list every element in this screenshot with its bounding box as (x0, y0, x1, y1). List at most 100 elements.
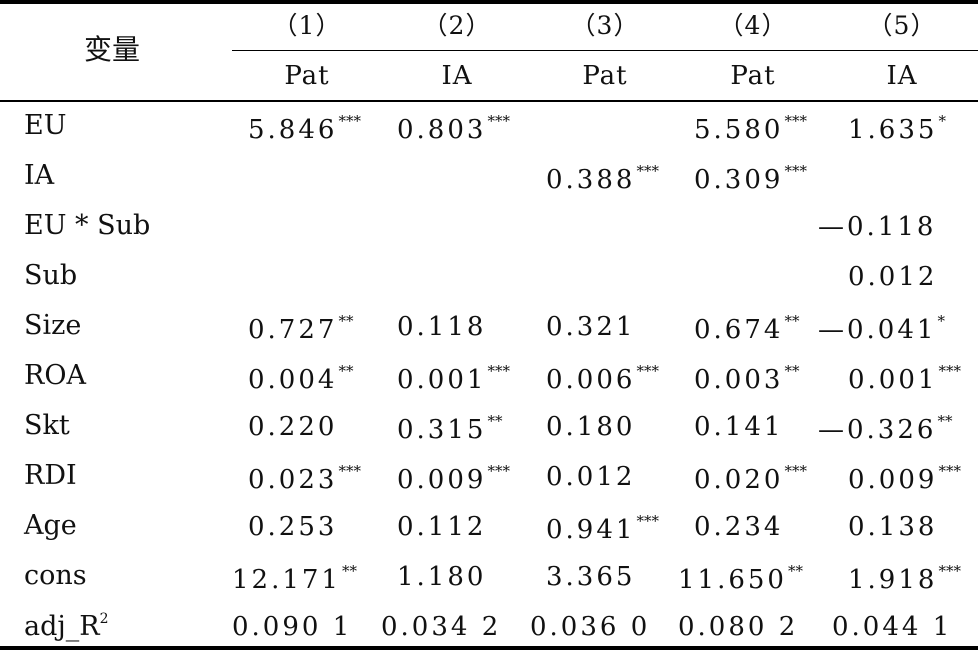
row-label-text: Age (24, 510, 77, 541)
row-label: RDI (24, 462, 77, 489)
significance-stars: *** (938, 362, 961, 380)
significance-stars: *** (636, 162, 659, 180)
column-number-4: （4） (718, 11, 788, 40)
row-label-text: Skt (24, 410, 70, 441)
table-cell: 0.321 (546, 314, 635, 340)
cell-value: 0.006 (546, 365, 636, 395)
table-cell: 0.309*** (694, 162, 807, 194)
table-cell: 0.006*** (546, 362, 659, 395)
table-cell: 0.112 (397, 514, 486, 540)
table-cell: 0.803*** (397, 112, 510, 145)
cell-value: —0.041 (818, 315, 937, 345)
table-cell: 0.001*** (397, 364, 510, 394)
cell-value: 12.171 (232, 565, 341, 595)
table-cell: 0.009*** (848, 462, 961, 495)
column-dependent-2: IA (441, 61, 473, 91)
table-cell: 0.001*** (848, 362, 961, 394)
table-cell: —0.118 (818, 214, 936, 240)
cell-value: 0.727 (248, 315, 338, 345)
column-number-5: （5） (867, 11, 937, 40)
row-label-text: Size (24, 310, 82, 341)
table-cell: 0.315** (397, 414, 502, 444)
header-rule (0, 100, 978, 102)
table-cell: 0.118 (397, 314, 486, 340)
significance-stars: *** (938, 462, 961, 480)
cell-value: 0.180 (546, 412, 636, 442)
cell-value: —0.118 (818, 212, 937, 242)
column-number-2: （2） (422, 11, 492, 40)
cell-value: 0.004 (248, 365, 338, 395)
row-label-text: EU (24, 110, 67, 141)
significance-stars: ** (338, 312, 354, 330)
cell-value: 0.003 (694, 365, 784, 395)
significance-stars: *** (487, 112, 510, 130)
significance-stars: *** (784, 462, 807, 480)
cell-value: 5.846 (248, 115, 338, 145)
significance-stars: *** (487, 462, 510, 480)
table-cell: 1.918*** (848, 562, 961, 595)
significance-stars: ** (338, 362, 354, 380)
table-cell: 0.141 (694, 414, 783, 440)
significance-stars: *** (636, 362, 659, 380)
cell-value: —0.326 (818, 415, 937, 445)
cell-value: 0.009 (848, 465, 938, 495)
cell-value: 0.012 (546, 462, 636, 492)
cell-value: 0.234 (694, 512, 784, 542)
row-label: Size (24, 312, 81, 339)
table-cell: 0.674** (694, 312, 800, 344)
cell-value: 0.112 (397, 512, 487, 542)
significance-stars: ** (784, 362, 800, 380)
cell-value: 0.034 2 (381, 612, 502, 642)
row-label-text: EU * Sub (24, 210, 151, 241)
cell-value: 0.253 (248, 512, 338, 542)
table-cell: 5.580*** (694, 112, 807, 144)
table-cell: 1.180 (397, 564, 486, 590)
table-cell: 0.234 (694, 514, 783, 540)
table-cell: 0.036 0 (530, 614, 650, 640)
table-cell: 0.023*** (248, 464, 361, 495)
table-cell: 0.009*** (397, 462, 510, 494)
table-cell: 11.650** (678, 562, 803, 595)
row-label: EU * Sub (24, 212, 150, 239)
table-cell: 0.388*** (546, 162, 659, 195)
significance-stars: *** (938, 562, 961, 580)
table-cell: 0.180 (546, 414, 635, 440)
row-label-text: cons (24, 560, 87, 591)
table-cell: 0.012 (848, 264, 937, 290)
row-label: Skt (24, 412, 70, 439)
table-cell: 0.138 (848, 514, 937, 540)
cell-value: 0.012 (848, 262, 938, 292)
cell-value: 0.020 (694, 465, 784, 495)
column-dependent-5: IA (886, 61, 918, 91)
cell-value: 0.388 (546, 165, 636, 195)
cell-value: 0.803 (397, 115, 487, 145)
table-cell: 0.012 (546, 464, 635, 490)
row-label: ROA (24, 362, 86, 389)
significance-stars: *** (784, 162, 807, 180)
row-label-text: RDI (24, 460, 77, 491)
cell-value: 0.090 1 (232, 612, 353, 642)
row-label: EU (24, 112, 66, 139)
cell-value: 11.650 (678, 565, 787, 595)
table-cell: 0.004** (248, 362, 354, 395)
cell-value: 0.036 0 (530, 612, 651, 642)
significance-stars: ** (787, 562, 803, 580)
row-label: Age (24, 512, 77, 539)
table-cell: 0.080 2 (678, 614, 798, 640)
cell-value: 1.180 (397, 562, 487, 592)
cell-value: 0.044 1 (832, 612, 953, 642)
significance-stars: *** (784, 112, 807, 130)
significance-stars: *** (636, 512, 659, 530)
significance-stars: ** (341, 562, 357, 580)
significance-stars: *** (338, 112, 361, 130)
variable-header: 变量 (84, 33, 141, 66)
table-cell: 3.365 (546, 564, 635, 590)
cell-value: 0.023 (248, 465, 338, 495)
header-sub-rule (232, 50, 978, 51)
column-number-3: （3） (570, 11, 640, 40)
significance-stars: ** (784, 312, 800, 330)
significance-stars: * (938, 112, 946, 130)
cell-value: 1.918 (848, 565, 938, 595)
row-label-text: adj_R (24, 611, 100, 642)
significance-stars: * (937, 312, 945, 330)
